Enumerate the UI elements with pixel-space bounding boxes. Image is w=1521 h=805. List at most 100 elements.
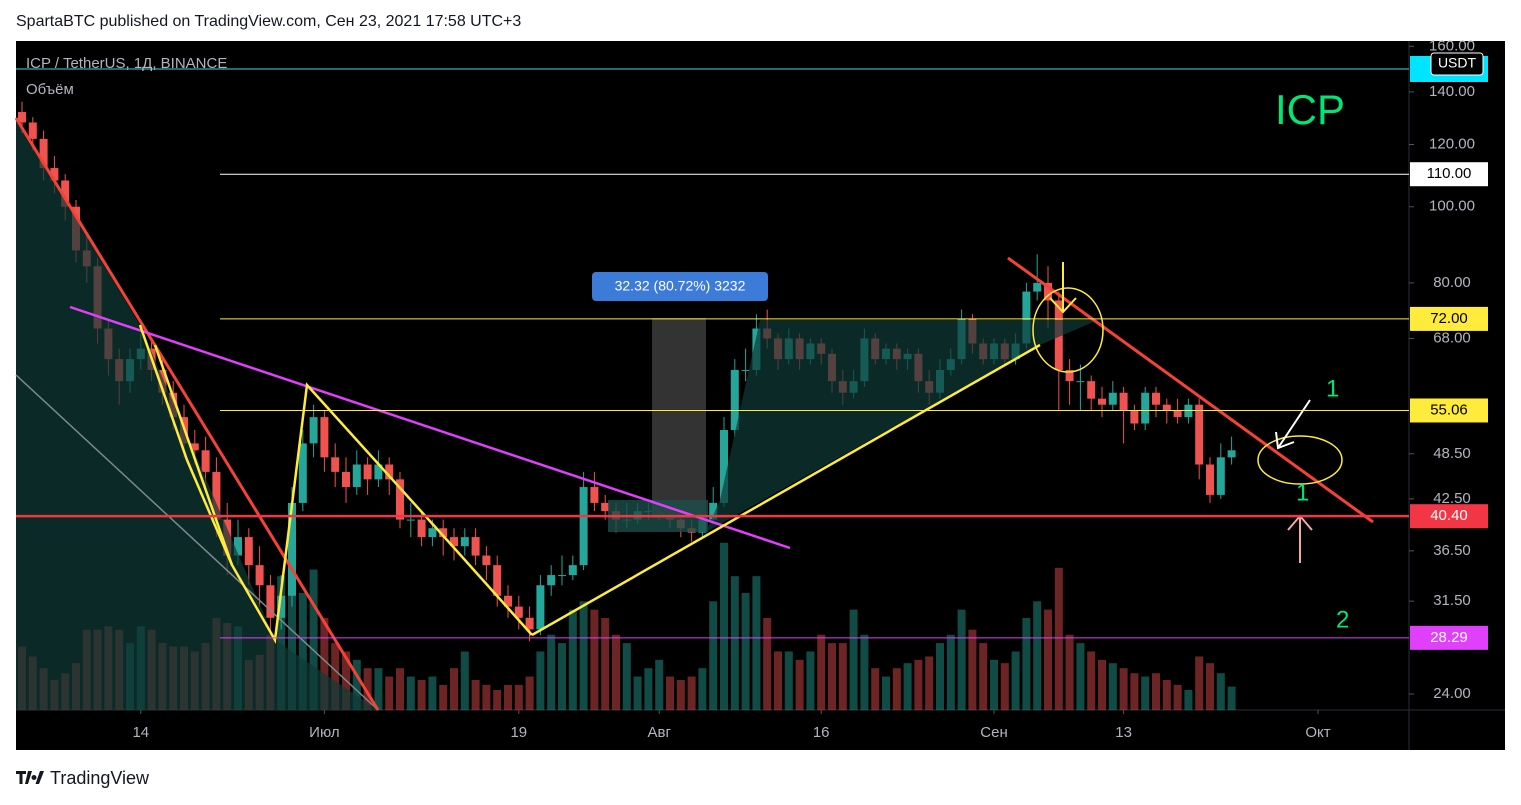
price-tag-label: 72.00 (1430, 310, 1468, 327)
candle-body (568, 565, 577, 576)
volume-bar (601, 618, 610, 710)
x-tick-label: 14 (132, 724, 149, 741)
volume-bar (1087, 651, 1096, 710)
volume-bar (882, 676, 890, 710)
candle-body (417, 519, 426, 538)
volume-bar (1206, 663, 1214, 710)
volume-bar (838, 643, 847, 710)
volume-bar (871, 668, 880, 710)
volume-bar (709, 601, 718, 710)
candle-body (385, 464, 394, 480)
candle-body (482, 555, 491, 566)
candle-body (1033, 282, 1042, 292)
volume-bar (806, 651, 815, 710)
candle-body (212, 471, 221, 520)
annotation: 2 (1336, 606, 1349, 633)
volume-bar (795, 659, 804, 710)
volume-bar (1152, 673, 1160, 710)
volume-bar (374, 668, 383, 710)
price-tag-label: 40.40 (1430, 507, 1468, 524)
candle-body (266, 585, 275, 618)
volume-bar (309, 569, 318, 710)
candle-body (601, 502, 610, 512)
candle-body (39, 138, 48, 169)
chart-title: ICP / TetherUS, 1Д, BINANCE (26, 55, 227, 72)
volume-bar (644, 668, 653, 710)
channel-line (15, 374, 379, 711)
candle-body (579, 487, 588, 566)
candle-body (363, 464, 372, 480)
volume-bar (1119, 668, 1128, 710)
volume-bar (568, 609, 577, 710)
y-tick-label: 24.00 (1433, 685, 1471, 702)
volume-bar (1173, 684, 1182, 710)
zigzag (138, 324, 234, 566)
volume-bar (990, 659, 998, 710)
volume-bar (352, 659, 361, 710)
trend-line (14, 117, 380, 711)
volume-bar (450, 668, 458, 710)
candle-body (190, 443, 199, 451)
arrow (1275, 431, 1295, 450)
candle-body (1108, 392, 1117, 405)
price-tag-label: 110.00 (1427, 165, 1472, 182)
volume-bar (1011, 651, 1020, 710)
x-tick-label: Окт (1305, 724, 1330, 741)
volume-bar (892, 668, 901, 710)
volume-bar (655, 659, 664, 710)
drawings (14, 56, 1488, 711)
x-tick-label: 16 (813, 724, 830, 741)
price-tag-label: 28.29 (1430, 629, 1468, 646)
candle-body (1022, 291, 1031, 344)
candle-body (460, 537, 469, 547)
volume-bar (666, 676, 674, 710)
volume-bar (817, 634, 826, 710)
currency-box (1430, 52, 1484, 76)
volume-bar (525, 676, 534, 710)
volume-bar (849, 609, 858, 710)
x-tick-label: 19 (510, 724, 527, 741)
candle-body (1195, 404, 1204, 465)
currency: USDT (1438, 55, 1477, 71)
circle (1257, 435, 1343, 485)
volume-bar (1098, 659, 1106, 710)
volume-bar (676, 679, 685, 710)
y-tick-label: 42.50 (1433, 490, 1471, 507)
volume-bar (622, 643, 631, 710)
volume-bar (579, 601, 588, 710)
volume-bar (504, 684, 512, 710)
volume-bar (536, 651, 545, 710)
measure-box (652, 318, 706, 518)
volume-bar (925, 656, 934, 710)
candle-body (288, 502, 296, 596)
volume-bar (428, 676, 437, 710)
range-fill (706, 320, 1098, 532)
candle-body (1044, 282, 1052, 301)
header: SpartaBTC published on TradingView.com, … (16, 13, 521, 30)
candle-body (558, 575, 566, 577)
volume-bar (406, 676, 415, 710)
candle-body (1162, 404, 1171, 411)
candle-body (1130, 410, 1139, 424)
arrow (1049, 297, 1077, 314)
arrow (1277, 399, 1311, 449)
x-tick-label: Сен (980, 724, 1007, 741)
volume-bar (590, 609, 599, 710)
volume-bar (752, 576, 761, 710)
candle-body (1098, 398, 1106, 405)
y-tick-label: 160.00 (1429, 37, 1475, 54)
candle-body (331, 457, 340, 472)
volume-bar (1130, 673, 1139, 710)
circle (1032, 287, 1104, 373)
volume-label: Объём (26, 81, 74, 98)
trend-line (69, 305, 791, 550)
volume-bar (979, 643, 988, 710)
volume-bar (1065, 634, 1074, 710)
volume-bar (514, 684, 523, 710)
candle-body (1119, 392, 1128, 411)
volume-bar (1227, 686, 1236, 710)
volume-bar (331, 643, 340, 710)
y-tick-label: 80.00 (1433, 274, 1471, 291)
candle-body (50, 168, 59, 181)
